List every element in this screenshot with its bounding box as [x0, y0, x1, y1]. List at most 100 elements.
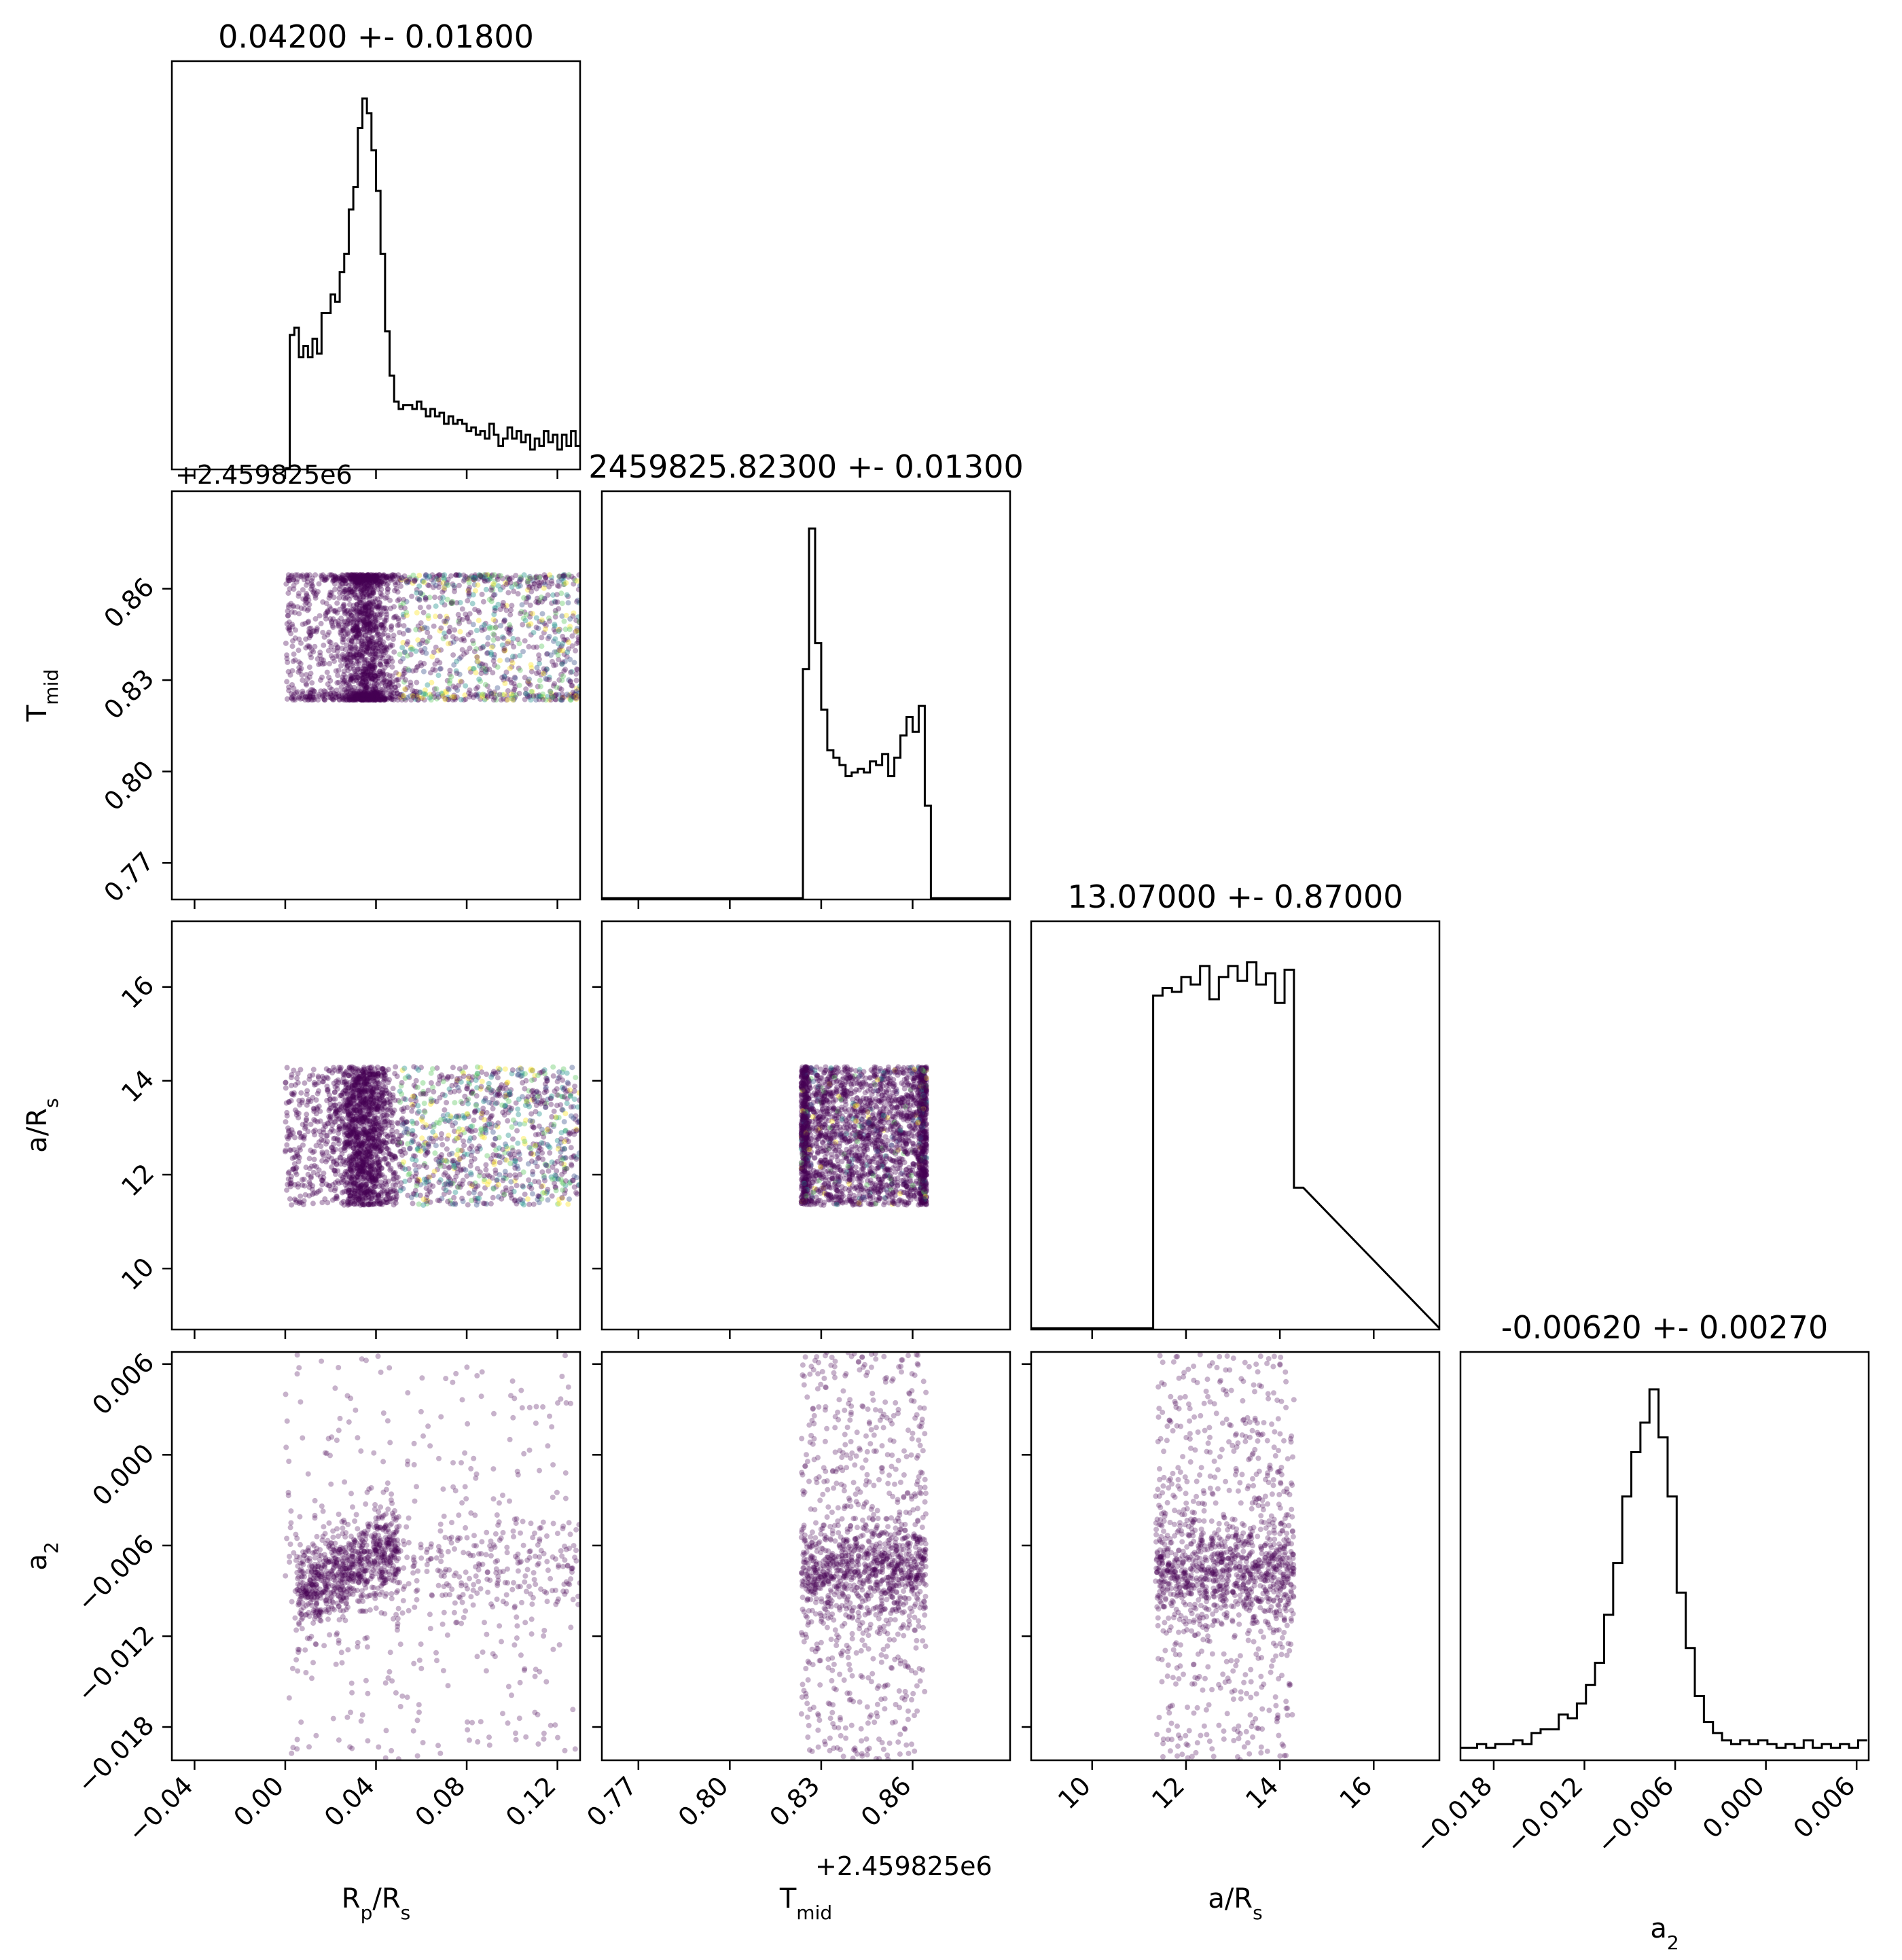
- scatter-point: [439, 691, 445, 697]
- scatter-point: [366, 580, 372, 586]
- scatter-point: [365, 583, 371, 589]
- scatter-point: [514, 1200, 520, 1207]
- scatter-point: [380, 639, 387, 645]
- scatter-point: [355, 1165, 361, 1171]
- scatter-point: [336, 578, 342, 584]
- scatter-point: [411, 1082, 417, 1088]
- scatter-point: [467, 575, 473, 580]
- scatter-point: [376, 1071, 382, 1077]
- scatter-point: [348, 1154, 355, 1160]
- scatter-point: [320, 1079, 326, 1085]
- scatter-point: [488, 587, 494, 593]
- scatter-point: [575, 614, 580, 620]
- scatter-point: [501, 617, 507, 623]
- scatter-point: [371, 1183, 377, 1190]
- scatter-point: [495, 1069, 501, 1075]
- scatter-point: [360, 675, 366, 681]
- scatter-point: [381, 1188, 387, 1194]
- scatter-point: [345, 1112, 351, 1118]
- scatter-point: [469, 601, 476, 607]
- scatter-point: [552, 1172, 558, 1178]
- scatter-point: [425, 616, 431, 622]
- scatter-point: [329, 692, 335, 698]
- scatter-point: [346, 573, 352, 579]
- scatter-point: [562, 1178, 569, 1184]
- scatter-point: [331, 1119, 338, 1125]
- scatter-point: [424, 1194, 429, 1200]
- scatter-point: [299, 672, 305, 678]
- scatter-point: [452, 1190, 459, 1196]
- scatter-point: [536, 656, 542, 662]
- scatter-point: [428, 1080, 434, 1086]
- scatter-point: [367, 624, 374, 630]
- scatter-point: [362, 1097, 368, 1103]
- scatter-point: [346, 583, 352, 588]
- scatter-point: [373, 640, 379, 646]
- scatter-point: [374, 690, 380, 696]
- scatter-point: [403, 599, 410, 605]
- scatter-point: [389, 574, 395, 580]
- scatter-point: [351, 1157, 357, 1163]
- scatter-point: [349, 674, 355, 680]
- scatter-point: [365, 586, 371, 592]
- scatter-point: [437, 1160, 443, 1166]
- scatter-point: [435, 673, 442, 679]
- scatter-point: [439, 1091, 446, 1097]
- scatter-point: [361, 1097, 367, 1103]
- scatter-point: [511, 681, 517, 687]
- scatter-point: [482, 1123, 488, 1129]
- scatter-point: [379, 1094, 385, 1100]
- scatter-point: [420, 669, 427, 675]
- scatter-point: [370, 1071, 376, 1077]
- scatter-point: [560, 575, 566, 581]
- scatter-point: [532, 1179, 538, 1185]
- scatter-point: [388, 573, 394, 579]
- scatter-point: [300, 1182, 306, 1188]
- scatter-point: [364, 1105, 370, 1111]
- scatter-point: [574, 641, 580, 647]
- scatter-point: [365, 612, 371, 618]
- scatter-point: [413, 667, 419, 673]
- scatter-point: [379, 579, 385, 585]
- scatter-point: [526, 681, 532, 687]
- scatter-point: [448, 573, 454, 579]
- scatter-point: [295, 1110, 302, 1116]
- scatter-point: [353, 1165, 359, 1171]
- scatter-point: [371, 1127, 377, 1133]
- scatter-point: [467, 1145, 473, 1152]
- scatter-point: [363, 1186, 370, 1192]
- scatter-point: [380, 624, 387, 630]
- scatter-point: [470, 592, 476, 598]
- scatter-point: [420, 1145, 427, 1151]
- scatter-point: [530, 577, 536, 584]
- y-tick-label: 0.83: [98, 663, 160, 725]
- scatter-point: [347, 648, 353, 654]
- scatter-point: [346, 1143, 352, 1150]
- scatter-point: [350, 1128, 356, 1134]
- scatter-point: [370, 586, 376, 592]
- scatter-point: [534, 578, 540, 584]
- scatter-point: [384, 1145, 390, 1152]
- scatter-point: [516, 1151, 522, 1157]
- scatter-point: [447, 681, 453, 687]
- scatter-point: [359, 697, 365, 703]
- scatter-point: [536, 694, 542, 700]
- scatter-point: [486, 1179, 492, 1185]
- scatter-point: [364, 1136, 370, 1142]
- scatter-point: [509, 1105, 515, 1111]
- scatter-point: [397, 692, 403, 698]
- scatter-point: [355, 580, 361, 586]
- scatter-point: [315, 1106, 321, 1112]
- scatter-point: [359, 587, 365, 592]
- scatter-point: [391, 1107, 397, 1113]
- scatter-point: [374, 1143, 380, 1149]
- scatter-point: [364, 1185, 370, 1191]
- scatter-point: [348, 1190, 354, 1196]
- scatter-point: [362, 632, 368, 639]
- scatter-point: [572, 1084, 578, 1089]
- scatter-point: [373, 1200, 379, 1207]
- scatter-point: [412, 577, 418, 584]
- scatter-point: [454, 600, 460, 606]
- scatter-point: [437, 613, 443, 620]
- scatter-point: [292, 1181, 298, 1188]
